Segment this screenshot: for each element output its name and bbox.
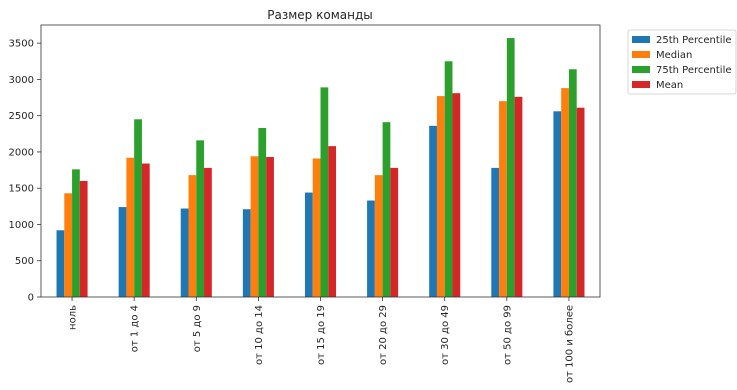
bar-median-0 [64,193,73,297]
x-tick-label: от 10 до 14 [254,305,265,365]
legend-label: Median [656,50,692,61]
legend-label: 75th Percentile [656,65,732,76]
y-tick-label: 0 [28,293,34,304]
bar-mean-7 [514,96,523,297]
bar-25th-percentile-1 [118,207,127,297]
bar-75th-percentile-6 [444,61,453,297]
bar-75th-percentile-2 [196,140,205,297]
y-tick-label: 3500 [9,39,34,50]
legend-swatch [632,36,650,43]
legend-label: Mean [656,80,683,91]
bar-median-2 [188,175,197,297]
bar-median-7 [499,101,507,297]
bars-group [56,38,585,298]
bar-mean-1 [141,163,150,297]
bar-median-5 [374,175,383,297]
bar-75th-percentile-8 [568,69,577,297]
bar-25th-percentile-3 [242,209,251,297]
bar-25th-percentile-6 [429,125,437,297]
bar-mean-0 [79,180,88,297]
bar-median-4 [312,158,321,297]
bar-median-6 [436,96,445,297]
bar-75th-percentile-1 [134,119,142,297]
legend: 25th Percentile Median 75th Percentile Mean [627,29,737,95]
bar-mean-6 [452,93,461,298]
bar-median-1 [126,157,135,297]
legend-swatch [632,51,650,58]
bar-75th-percentile-4 [320,87,329,297]
bar-75th-percentile-0 [72,169,80,297]
bar-25th-percentile-4 [304,192,313,297]
bar-25th-percentile-8 [553,111,562,297]
y-tick-label: 500 [15,256,34,267]
chart-title: Размер команды [267,8,372,22]
x-tick-label: от 1 до 4 [130,305,141,352]
y-tick-label: 2500 [9,111,34,122]
y-axis: 0 500 1000 1500 2000 2500 3000 3500 [9,39,41,304]
legend-frame [627,29,737,95]
bar-75th-percentile-3 [258,128,267,297]
x-tick-label: ноль [68,305,79,330]
bar-25th-percentile-0 [56,230,65,297]
bar-median-8 [561,88,569,297]
x-tick-label: от 50 до 99 [502,305,513,365]
bar-75th-percentile-5 [382,122,391,297]
x-tick-label: от 15 до 19 [316,305,327,365]
x-tick-label: от 30 до 49 [440,305,451,365]
bar-mean-5 [390,167,399,297]
y-tick-label: 2000 [9,147,34,158]
bar-75th-percentile-7 [506,38,515,298]
legend-swatch [632,66,650,73]
y-tick-label: 3000 [9,75,34,86]
bar-mean-8 [576,107,585,297]
x-axis: ноль от 1 до 4 от 5 до 9 от 10 до 14 от 15 д… [68,297,575,383]
bar-mean-3 [266,157,274,297]
y-tick-label: 1000 [9,220,34,231]
legend-label: 25th Percentile [656,35,732,46]
bar-25th-percentile-2 [180,208,189,297]
bar-25th-percentile-5 [367,200,375,297]
bar-mean-4 [328,146,337,297]
legend-swatch [632,81,650,88]
bar-median-3 [250,156,259,297]
x-tick-label: от 100 и более [564,305,575,383]
bar-25th-percentile-7 [491,167,500,297]
y-tick-label: 1500 [9,184,34,195]
x-tick-label: от 5 до 9 [192,305,203,352]
bar-mean-2 [204,167,212,297]
x-tick-label: от 20 до 29 [378,305,389,365]
